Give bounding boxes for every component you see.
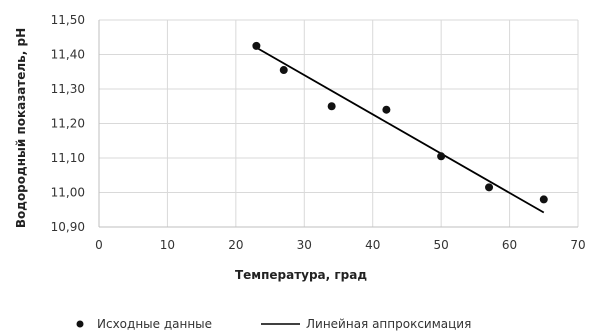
- x-tick-labels: 0 10 20 30 40 50 60 70: [95, 238, 585, 252]
- x-tick-label: 30: [297, 238, 312, 252]
- x-tick-label: 60: [502, 238, 517, 252]
- x-tick-label: 40: [365, 238, 380, 252]
- x-tick-label: 50: [434, 238, 449, 252]
- x-tick-label: 70: [570, 238, 585, 252]
- legend-marker-data-points: [76, 320, 84, 328]
- y-tick-labels: 10,90 11,00 11,10 11,20 11,30 11,40 11,50: [51, 13, 85, 234]
- linear-fit-line: [255, 46, 545, 214]
- legend-label-linear-fit: Линейная аппроксимация: [306, 317, 471, 331]
- x-axis-title: Температура, град: [235, 268, 367, 282]
- data-point: [327, 102, 336, 111]
- x-tick-label: 20: [228, 238, 243, 252]
- data-point: [539, 195, 548, 204]
- legend-label-data-points: Исходные данные: [97, 317, 212, 331]
- linear-fit-series: [255, 46, 545, 214]
- y-tick-label: 11,40: [51, 48, 85, 62]
- data-point: [279, 66, 288, 75]
- data-points-series: [252, 41, 548, 204]
- y-tick-label: 11,10: [51, 151, 85, 165]
- y-tick-label: 11,20: [51, 117, 85, 131]
- data-point: [382, 105, 391, 114]
- y-tick-label: 11,50: [51, 13, 85, 27]
- legend: Исходные данные Линейная аппроксимация: [76, 317, 471, 331]
- grid: [99, 19, 579, 227]
- data-point: [252, 41, 261, 50]
- axes: [98, 20, 578, 228]
- x-tick-label: 0: [95, 238, 103, 252]
- y-axis-title: Водородный показатель, pH: [14, 28, 28, 228]
- data-point: [485, 183, 494, 192]
- data-point: [437, 152, 446, 161]
- y-tick-label: 10,90: [51, 220, 85, 234]
- y-tick-label: 11,00: [51, 186, 85, 200]
- y-tick-label: 11,30: [51, 82, 85, 96]
- x-tick-label: 10: [160, 238, 175, 252]
